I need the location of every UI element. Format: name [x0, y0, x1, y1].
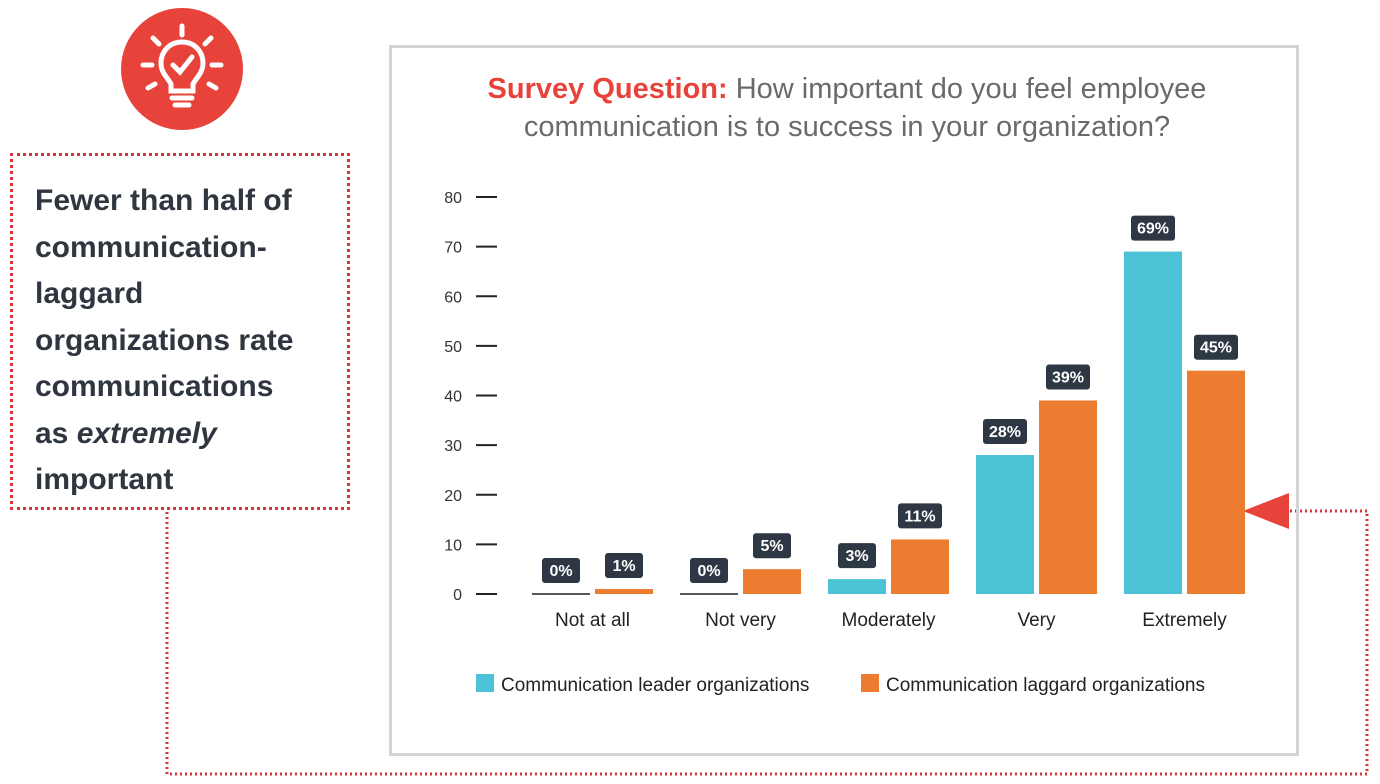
data-label-bg [898, 503, 942, 529]
data-label-bg [605, 553, 643, 579]
y-tick-label: 0 [453, 587, 462, 604]
legend-label: Communication leader organizations [501, 675, 809, 696]
data-label: 1% [612, 558, 635, 575]
data-label-bg [1046, 364, 1090, 390]
y-tick-label: 50 [444, 339, 462, 356]
data-label-bg [838, 543, 876, 569]
data-label: 5% [760, 538, 783, 555]
y-tick-label: 40 [444, 389, 462, 406]
y-tick-label: 10 [444, 537, 462, 554]
legend-label: Communication laggard organizations [886, 675, 1205, 696]
data-label: 69% [1137, 221, 1169, 238]
x-category-label: Extremely [1142, 610, 1227, 631]
key-finding-text: Fewer than half of communication- laggar… [35, 184, 294, 496]
bar [891, 539, 949, 594]
y-tick-label: 20 [444, 488, 462, 505]
x-category-label: Very [1017, 610, 1056, 631]
data-label: 39% [1052, 369, 1084, 386]
pointer-arrow-icon [1243, 493, 1289, 529]
key-finding-callout: Fewer than half of communication- laggar… [10, 153, 350, 510]
data-label: 0% [697, 563, 720, 580]
data-label-bg [983, 419, 1027, 445]
data-label: 28% [989, 424, 1021, 441]
bar [828, 579, 886, 594]
y-tick-label: 60 [444, 289, 462, 306]
data-label: 0% [549, 563, 572, 580]
data-label-bg [1194, 334, 1238, 360]
legend-swatch [476, 674, 494, 692]
data-label: 45% [1200, 340, 1232, 357]
data-label-bg [753, 533, 791, 559]
chart-frame: Survey Question: How important do you fe… [389, 45, 1299, 756]
chart-title: Survey Question: How important do you fe… [487, 73, 1207, 143]
data-label: 11% [904, 508, 935, 525]
bar-chart: 0 10 20 30 40 50 60 70 80 0% 1% Not at all 0% 5% Not v… [444, 190, 1245, 696]
data-label-bg [1131, 215, 1175, 241]
data-label-bg [690, 558, 728, 583]
y-tick-label: 30 [444, 438, 462, 455]
bar [1039, 400, 1097, 594]
legend-swatch [861, 674, 879, 692]
bar [743, 569, 801, 594]
bar [976, 455, 1034, 594]
data-label-bg [542, 558, 580, 583]
emphasis-text: extremely [76, 416, 217, 450]
data-label: 3% [845, 548, 868, 565]
bar [1187, 370, 1245, 594]
x-category-label: Not very [705, 610, 776, 631]
bar [595, 589, 653, 594]
lightbulb-check-icon [121, 8, 243, 130]
bar [1124, 251, 1182, 594]
y-tick-label: 70 [444, 240, 462, 257]
x-category-label: Not at all [555, 610, 630, 631]
y-tick-label: 80 [444, 190, 462, 207]
x-category-label: Moderately [842, 610, 936, 631]
survey-question-label: Survey Question: [487, 73, 728, 105]
